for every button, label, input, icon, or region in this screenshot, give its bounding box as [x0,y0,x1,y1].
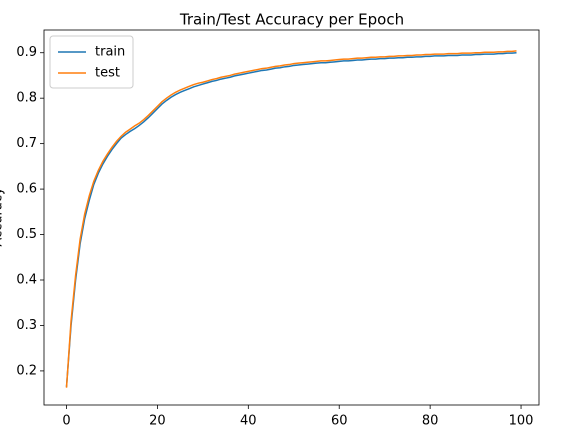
y-tick-label: 0.6 [16,182,37,197]
chart-title: Train/Test Accuracy per Epoch [179,11,404,29]
x-tick-label: 40 [240,414,257,429]
legend: train test [49,35,134,89]
y-tick-label: 0.7 [16,136,37,151]
x-tick-label: 20 [149,414,166,429]
legend-label: train [95,45,125,60]
y-tick-label: 0.4 [16,273,37,288]
y-tick-label: 0.8 [16,91,37,106]
legend-box [49,35,134,89]
y-tick-label: 0.2 [16,363,37,378]
y-axis-label: Accuracy [0,187,6,247]
y-tick-label: 0.5 [16,227,37,242]
x-tick-label: 80 [422,414,439,429]
line-series [65,51,517,387]
x-tick-label: 60 [331,414,348,429]
x-tick-label: 100 [509,414,534,429]
legend-label: test [95,66,120,81]
y-tick-label: 0.9 [16,45,37,60]
line-series [65,50,517,388]
y-tick-label: 0.3 [16,318,37,333]
axes-frame [43,29,540,406]
x-tick-label: 0 [62,414,70,429]
